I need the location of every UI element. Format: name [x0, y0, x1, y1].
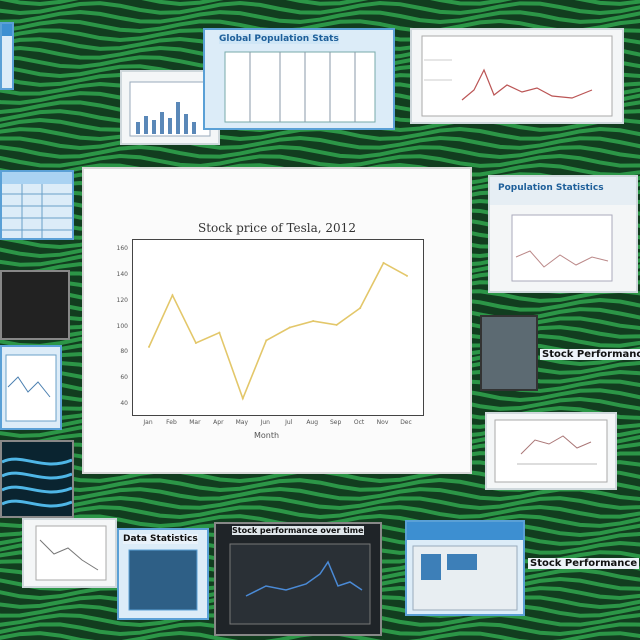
data-stats-thumbnail	[128, 549, 198, 611]
stock-performance-label: Stock Performance	[540, 349, 640, 360]
swirl-thumbnail	[2, 457, 72, 508]
data-point	[359, 307, 362, 310]
data-point	[312, 320, 315, 323]
x-tick-label: Aug	[306, 419, 319, 426]
population-stats-tile: Global Population Stats	[203, 28, 395, 130]
line-chart	[148, 261, 408, 401]
y-tick-label: 80	[120, 348, 128, 356]
y-tick-label: 100	[116, 322, 128, 330]
data-point	[171, 294, 174, 297]
grid-thumbnail	[5, 354, 57, 422]
left-dark-panel-tile	[0, 270, 70, 340]
right-linechart-thumbnail	[494, 419, 608, 483]
right-population-panel: Population Statistics	[488, 175, 638, 293]
data-statistics-tile: Data Statistics	[117, 528, 209, 620]
data-point	[241, 397, 244, 400]
top-left-spreadsheet-tile	[0, 22, 14, 90]
left-spreadsheet-tile	[0, 170, 74, 240]
table-thumbnail	[224, 51, 376, 123]
main-chart-panel: Stock price of Tesla, 2012 160 140 120 100 8…	[82, 167, 472, 474]
plot-area	[132, 239, 424, 416]
linechart-thumbnail	[421, 35, 613, 117]
x-tick-label: Oct	[353, 419, 365, 426]
data-point	[148, 345, 150, 348]
x-tick-label: Jul	[285, 419, 293, 426]
chart-title: Stock price of Tesla, 2012	[198, 221, 356, 235]
small-histogram-tile	[120, 70, 220, 145]
x-tick-label: Feb	[166, 419, 177, 426]
x-tick-label: Jun	[260, 419, 270, 426]
x-tick-label: Nov	[376, 419, 389, 426]
x-tick-label: Apr	[213, 419, 224, 426]
dark-linechart-thumbnail	[229, 543, 371, 625]
histogram-thumbnail	[129, 81, 211, 137]
x-tick-label: Sep	[329, 419, 342, 426]
data-point	[382, 261, 385, 264]
bottom-right-panel-tile	[405, 520, 525, 616]
y-tick-label: 160	[116, 245, 128, 252]
y-tick-label: 140	[116, 270, 128, 278]
x-tick-label: Jan	[143, 419, 153, 426]
x-tick-label: May	[235, 419, 249, 426]
series-line	[148, 261, 408, 401]
left-blue-swirl-tile	[0, 440, 74, 518]
spreadsheet-thumbnail	[2, 184, 72, 238]
data-point	[288, 326, 291, 329]
population-stats-caption: Global Population Stats	[219, 34, 339, 44]
y-tick-label: 120	[116, 296, 128, 304]
right-chart-thumbnail	[511, 214, 613, 282]
data-point	[218, 331, 221, 334]
x-tick-label: Dec	[400, 419, 412, 426]
top-right-linechart-tile	[410, 28, 624, 124]
y-tick-label: 40	[120, 400, 128, 407]
data-statistics-caption: Data Statistics	[123, 534, 198, 544]
small-linechart-thumbnail	[35, 525, 107, 581]
population-statistics-caption: Population Statistics	[498, 183, 604, 193]
y-tick-label: 60	[120, 374, 128, 382]
data-point	[406, 274, 408, 277]
stock-performance-over-time-caption: Stock performance over time	[232, 526, 364, 535]
data-point	[265, 339, 268, 342]
left-grid-tile	[0, 345, 62, 430]
stock-performance-dark-tile: Stock performance over time	[214, 522, 382, 636]
bottom-right-thumbnail	[412, 545, 518, 611]
right-linechart-tile	[485, 412, 617, 490]
data-point	[194, 342, 197, 344]
bottom-left-linechart-tile	[22, 518, 117, 588]
data-point	[335, 323, 338, 326]
x-tick-label: Mar	[189, 419, 201, 426]
bottom-stock-performance-label: Stock Performance	[528, 558, 640, 569]
right-gray-device-tile	[480, 315, 538, 391]
x-axis-label: Month	[254, 431, 280, 440]
